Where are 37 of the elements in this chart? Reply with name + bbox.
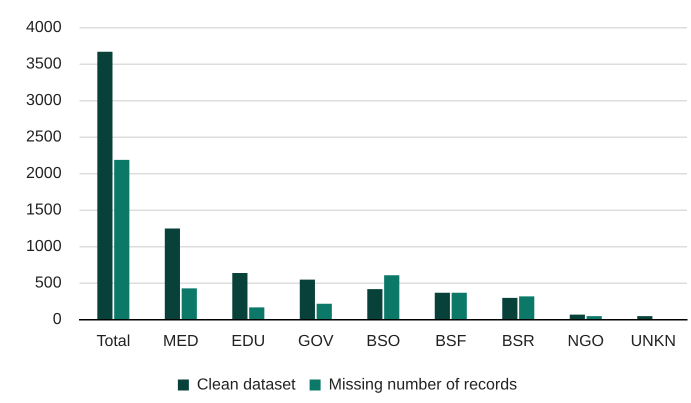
bar: [570, 314, 585, 320]
bar: [232, 273, 248, 320]
bar: [384, 275, 400, 320]
y-tick-label: 1000: [26, 238, 62, 256]
x-tick-label: UNKN: [630, 332, 676, 350]
x-tick-label: NGO: [568, 332, 604, 350]
x-tick-label: MED: [163, 332, 199, 350]
y-tick-label: 0: [52, 311, 62, 328]
x-tick-label: GOV: [298, 332, 334, 350]
y-tick-label: 4000: [26, 19, 62, 36]
y-tick-label: 500: [34, 274, 62, 292]
bar: [367, 289, 382, 320]
x-tick-label: EDU: [231, 332, 266, 350]
y-tick-label: 3000: [26, 92, 62, 110]
bar: [114, 160, 130, 320]
x-tick-label: BSF: [435, 332, 467, 350]
y-tick-label: 1500: [26, 202, 62, 219]
x-tick-label: Total: [96, 332, 130, 350]
legend-label: Clean dataset: [196, 376, 296, 394]
y-tick-label: 3500: [26, 56, 62, 73]
bar: [519, 296, 534, 320]
bar: [164, 228, 180, 320]
bar: [434, 292, 450, 320]
bar: [452, 292, 467, 320]
y-tick-label: 2000: [26, 165, 62, 182]
x-tick-label: BSO: [366, 332, 400, 350]
bar: [300, 280, 315, 320]
bar: [502, 298, 518, 320]
legend-label: Missing number of records: [328, 376, 518, 394]
x-tick-label: BSR: [502, 332, 535, 350]
y-tick-label: 2500: [26, 128, 62, 146]
bar: [316, 304, 332, 320]
bar: [182, 288, 197, 320]
bar: [586, 316, 602, 320]
bar: [637, 316, 652, 320]
bar: [249, 307, 264, 320]
bar: [97, 52, 112, 320]
